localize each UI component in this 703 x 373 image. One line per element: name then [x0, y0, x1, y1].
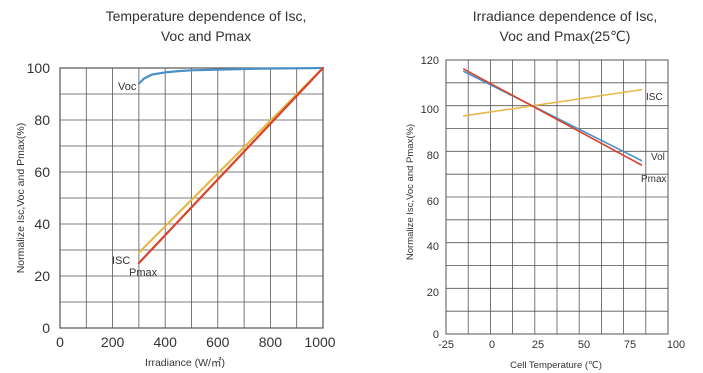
chart1-series-label-pmax: Pmax	[129, 267, 158, 279]
chart2-y-tick: 20	[427, 287, 439, 299]
chart2-series	[462, 68, 643, 166]
chart2-series-line-pmax	[462, 68, 643, 166]
chart1-series	[137, 66, 325, 265]
chart2-x-tick: 75	[624, 339, 636, 351]
chart2-y-tick: 80	[427, 150, 439, 162]
chart1-x-tick: 400	[154, 334, 178, 350]
chart2-title-line2: Voc and Pmax(25℃)	[500, 28, 631, 44]
chart2-x-tick: 0	[489, 339, 495, 351]
chart2-plot-frame	[445, 59, 669, 335]
chart1-x-tick-labels: 0 200 400 600 800 1000	[56, 334, 336, 350]
chart1-series-line-pmax	[137, 66, 325, 265]
chart2-y-axis-label: Normalize Isc,Voc and Pmax(%)	[405, 124, 416, 260]
chart2-y-tick: 60	[427, 196, 439, 208]
chart1-x-tick: 1000	[304, 334, 335, 350]
chart1-x-tick: 600	[206, 334, 230, 350]
chart1-y-tick: 20	[34, 268, 50, 284]
chart2-x-axis-label: Cell Temperature (℃)	[510, 360, 602, 371]
chart-temperature: Irradiance dependence of Isc, Voc and Pm…	[405, 8, 685, 371]
chart1-y-axis-label: Normalize Isc,Voc and Pmax(%)	[15, 123, 27, 274]
chart1-y-tick: 40	[34, 216, 50, 232]
chart1-y-tick: 80	[34, 112, 50, 128]
chart1-x-tick: 200	[101, 334, 125, 350]
chart2-series-label-pmax: Pmax	[641, 174, 667, 185]
chart2-y-tick-labels: 0 20 40 60 80 100 120	[421, 55, 439, 341]
chart1-x-axis-label: Irradiance (W/㎡)	[145, 357, 225, 369]
chart2-x-tick: 25	[532, 339, 544, 351]
chart1-plot-frame	[59, 67, 324, 329]
chart1-series-line-isc	[137, 66, 325, 254]
chart2-x-tick: -25	[438, 339, 454, 351]
chart1-title-line2: Voc and Pmax	[161, 28, 251, 44]
chart1-series-label-voc: Voc	[118, 81, 137, 93]
chart-irradiance: Temperature dependence of Isc, Voc and P…	[15, 8, 336, 369]
chart1-title-line1: Temperature dependence of Isc,	[106, 8, 307, 24]
chart1-x-tick: 800	[259, 334, 283, 350]
chart1-series-label-isc: ISC	[112, 255, 130, 267]
chart2-x-tick: 100	[667, 339, 685, 351]
chart2-y-tick: 40	[427, 241, 439, 253]
chart2-y-tick: 0	[433, 329, 439, 341]
chart1-y-tick: 0	[42, 320, 50, 336]
chart2-x-tick-labels: -25 0 25 50 75 100	[438, 339, 685, 351]
chart1-series-line-voc	[137, 66, 325, 85]
chart2-grid	[445, 59, 669, 335]
chart2-x-tick: 50	[578, 339, 590, 351]
chart1-y-tick: 100	[27, 60, 51, 76]
chart2-series-line-voc	[462, 70, 643, 162]
chart2-series-line-isc	[462, 88, 643, 117]
chart2-title-line1: Irradiance dependence of Isc,	[473, 8, 657, 24]
chart2-y-tick: 100	[421, 104, 439, 116]
chart2-y-tick: 120	[421, 55, 439, 67]
chart2-series-label-isc: ISC	[646, 92, 663, 103]
chart2-series-label-voc: Vol	[651, 152, 665, 163]
chart1-x-tick: 0	[56, 334, 64, 350]
chart1-y-tick: 60	[34, 164, 50, 180]
chart1-y-tick-labels: 0 20 40 60 80 100	[27, 60, 51, 336]
